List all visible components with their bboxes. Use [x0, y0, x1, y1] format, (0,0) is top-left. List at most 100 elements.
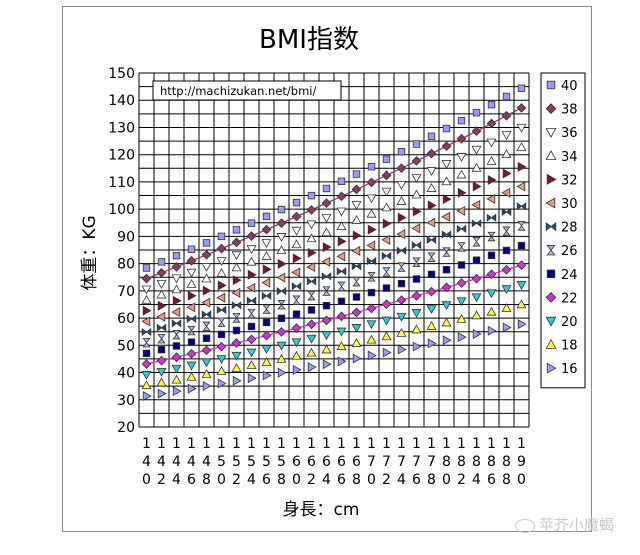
data-point-bmi-34 — [276, 245, 287, 255]
url-label: http://machizukan.net/bmi/ — [160, 84, 317, 98]
data-point-bmi-18 — [246, 360, 257, 369]
bmi-chart: BMI指数 20 30 40 50 60 70 80 90 100 110 120 130 140 150 1… — [80, 25, 586, 520]
data-point-bmi-36 — [486, 138, 497, 148]
data-point-bmi-20 — [471, 293, 482, 303]
data-point-bmi-28 — [486, 213, 497, 222]
y-tick-label: 30 — [117, 393, 135, 409]
data-point-bmi-36 — [291, 226, 302, 236]
data-point-bmi-38 — [171, 262, 182, 272]
data-point-bmi-34 — [366, 208, 377, 218]
data-point-bmi-24 — [187, 338, 196, 346]
data-point-bmi-38 — [336, 191, 347, 202]
x-axis-label: 身長：cm — [283, 500, 360, 520]
legend-marker-26 — [546, 244, 556, 256]
data-point-bmi-18 — [381, 331, 392, 341]
data-point-bmi-26 — [187, 325, 196, 336]
data-point-bmi-20 — [366, 320, 377, 330]
data-point-bmi-36 — [411, 174, 422, 183]
data-point-bmi-40 — [262, 212, 271, 221]
data-point-bmi-30 — [306, 262, 316, 273]
data-point-bmi-20 — [276, 341, 287, 351]
data-point-bmi-22 — [351, 307, 362, 318]
data-point-bmi-34 — [141, 294, 152, 304]
data-point-bmi-26 — [277, 300, 286, 310]
data-point-bmi-18 — [321, 344, 332, 354]
y-tick-label: 50 — [117, 338, 135, 354]
data-point-bmi-34 — [501, 149, 512, 158]
data-point-bmi-16 — [217, 378, 227, 389]
data-point-bmi-30 — [171, 307, 181, 318]
data-point-bmi-32 — [367, 224, 377, 235]
data-point-bmi-32 — [337, 236, 347, 247]
data-point-bmi-20 — [441, 301, 452, 311]
data-point-bmi-34 — [396, 196, 407, 205]
data-point-bmi-32 — [322, 242, 332, 253]
data-point-bmi-38 — [411, 156, 422, 166]
data-point-bmi-28 — [381, 251, 392, 261]
data-point-bmi-30 — [486, 193, 496, 204]
data-point-bmi-30 — [426, 217, 436, 228]
data-point-bmi-22 — [141, 359, 152, 369]
data-point-bmi-26 — [262, 304, 271, 314]
data-point-bmi-20 — [306, 334, 317, 344]
data-point-bmi-38 — [291, 211, 302, 222]
data-point-bmi-36 — [276, 233, 287, 242]
data-point-bmi-16 — [262, 370, 272, 381]
data-point-bmi-38 — [516, 103, 527, 113]
data-point-bmi-30 — [351, 245, 361, 256]
data-point-bmi-36 — [336, 207, 347, 217]
data-point-bmi-18 — [486, 306, 497, 316]
legend-marker-40 — [546, 80, 556, 90]
data-point-bmi-22 — [366, 303, 377, 314]
data-point-bmi-30 — [201, 297, 211, 308]
data-point-bmi-28 — [456, 224, 467, 234]
data-point-bmi-22 — [501, 264, 512, 275]
data-point-bmi-32 — [157, 300, 167, 311]
data-point-bmi-18 — [306, 347, 317, 357]
data-point-bmi-34 — [201, 273, 212, 283]
legend-label: 34 — [561, 150, 578, 165]
data-point-bmi-36 — [456, 153, 467, 162]
legend-label: 16 — [561, 362, 578, 377]
data-point-bmi-32 — [217, 280, 227, 291]
data-point-bmi-40 — [247, 219, 256, 227]
data-point-bmi-32 — [382, 218, 392, 229]
data-point-bmi-34 — [186, 278, 197, 288]
y-tick-label: 60 — [117, 311, 135, 327]
data-point-bmi-16 — [337, 356, 347, 367]
data-point-bmi-18 — [291, 350, 302, 360]
data-point-bmi-22 — [201, 345, 212, 356]
data-point-bmi-32 — [172, 295, 182, 306]
data-point-bmi-24 — [382, 284, 391, 292]
data-point-bmi-26 — [142, 337, 151, 348]
y-tick-label: 130 — [108, 120, 135, 136]
data-point-bmi-32 — [442, 194, 452, 205]
y-tick-label: 70 — [117, 284, 135, 300]
legend-label: 22 — [561, 291, 578, 306]
data-point-bmi-20 — [291, 338, 302, 348]
data-point-bmi-16 — [517, 319, 527, 330]
data-point-bmi-36 — [306, 220, 317, 230]
data-point-bmi-30 — [156, 311, 166, 322]
data-point-bmi-18 — [141, 380, 152, 390]
data-point-bmi-34 — [471, 162, 482, 172]
data-point-bmi-38 — [366, 177, 377, 188]
data-point-bmi-16 — [277, 367, 287, 378]
legend-marker-38 — [545, 103, 557, 114]
data-point-bmi-38 — [231, 237, 242, 248]
legend-marker-36 — [545, 128, 557, 138]
data-point-bmi-26 — [382, 267, 391, 277]
data-point-bmi-24 — [157, 345, 166, 354]
data-point-bmi-22 — [516, 260, 527, 271]
data-point-bmi-38 — [486, 118, 497, 129]
data-point-bmi-18 — [231, 363, 242, 372]
